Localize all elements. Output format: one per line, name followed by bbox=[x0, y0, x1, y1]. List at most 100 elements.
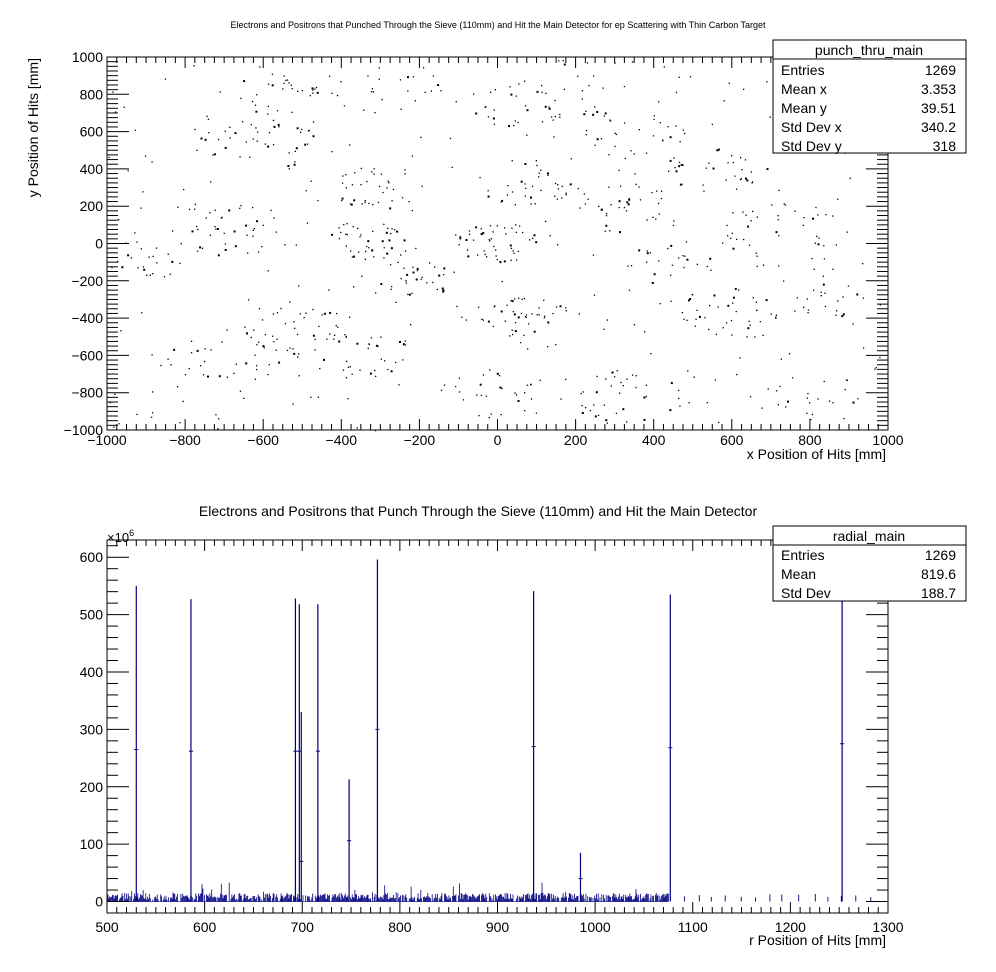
scatter-point-597 bbox=[380, 358, 382, 360]
histogram-x-tick-label: 900 bbox=[486, 919, 510, 935]
scatter-point-160 bbox=[555, 182, 557, 185]
scatter-point-991 bbox=[598, 205, 600, 207]
scatter-point-91 bbox=[519, 225, 521, 227]
scatter-point-94 bbox=[489, 225, 492, 227]
scatter-point-1049 bbox=[554, 116, 556, 118]
scatter-point-32 bbox=[373, 168, 375, 170]
scatter-point-9 bbox=[388, 182, 390, 184]
scatter-point-542 bbox=[775, 231, 778, 234]
scatter-point-292 bbox=[239, 207, 241, 209]
scatter-point-973 bbox=[585, 110, 587, 112]
scatter-point-206 bbox=[493, 123, 495, 125]
scatter-point-830 bbox=[761, 407, 763, 409]
scatter-point-958 bbox=[813, 268, 815, 270]
scatter-point-996 bbox=[682, 255, 684, 257]
scatter-point-133 bbox=[514, 330, 517, 333]
histogram-x-tick-label: 500 bbox=[95, 919, 119, 935]
scatter-point-376 bbox=[630, 150, 632, 152]
scatter-stats-label: Std Dev y bbox=[781, 138, 842, 154]
scatter-point-195 bbox=[475, 112, 478, 115]
scatter-point-138 bbox=[527, 323, 530, 325]
scatter-panel: Electrons and Positrons that Punched Thr… bbox=[25, 20, 967, 462]
scatter-point-740 bbox=[649, 252, 652, 254]
scatter-point-440 bbox=[605, 224, 608, 227]
scatter-point-123 bbox=[504, 320, 506, 322]
histogram-y-tick-label: 200 bbox=[80, 779, 104, 795]
scatter-point-299 bbox=[256, 220, 258, 223]
scatter-y-tick-label: 1000 bbox=[72, 49, 103, 65]
scatter-point-294 bbox=[224, 243, 227, 245]
scatter-point-420 bbox=[585, 407, 587, 409]
scatter-point-839 bbox=[667, 247, 669, 250]
scatter-point-311 bbox=[229, 126, 231, 128]
scatter-point-480 bbox=[673, 157, 675, 159]
scatter-point-21 bbox=[404, 173, 406, 175]
histogram-stats-rows: Entries 1269 Mean 819.6 Std Dev 188.7 bbox=[781, 547, 956, 601]
histogram-x-label: r Position of Hits [mm] bbox=[749, 932, 886, 948]
scatter-point-14 bbox=[361, 203, 363, 205]
scatter-point-449 bbox=[628, 199, 630, 202]
scatter-point-741 bbox=[684, 255, 686, 257]
scatter-point-595 bbox=[387, 368, 389, 371]
scatter-point-254 bbox=[272, 335, 274, 337]
scatter-point-129 bbox=[520, 312, 523, 315]
scatter-point-688 bbox=[820, 291, 822, 293]
scatter-point-846 bbox=[616, 370, 618, 372]
scatter-point-247 bbox=[276, 338, 278, 340]
scatter-point-272 bbox=[253, 227, 255, 230]
scatter-point-529 bbox=[691, 294, 693, 296]
scatter-point-242 bbox=[284, 323, 287, 325]
scatter-point-507 bbox=[765, 299, 768, 302]
scatter-point-928 bbox=[659, 303, 661, 305]
scatter-point-899 bbox=[879, 304, 881, 306]
scatter-point-823 bbox=[759, 321, 761, 323]
scatter-point-182 bbox=[530, 203, 532, 205]
scatter-point-607 bbox=[345, 377, 348, 379]
scatter-point-497 bbox=[696, 309, 698, 311]
scatter-point-580 bbox=[408, 293, 411, 296]
scatter-point-189 bbox=[569, 183, 572, 186]
scatter-point-380 bbox=[653, 115, 655, 117]
scatter-point-851 bbox=[123, 106, 125, 108]
scatter-point-815 bbox=[411, 209, 413, 212]
scatter-point-215 bbox=[526, 109, 529, 112]
scatter-point-658 bbox=[163, 276, 166, 278]
scatter-point-306 bbox=[294, 161, 296, 163]
scatter-point-809 bbox=[788, 353, 791, 355]
scatter-point-391 bbox=[675, 125, 677, 127]
scatter-point-333 bbox=[301, 128, 303, 131]
scatter-point-940 bbox=[775, 390, 778, 392]
scatter-point-861 bbox=[347, 398, 349, 400]
scatter-point-703 bbox=[489, 369, 491, 371]
scatter-point-40 bbox=[360, 234, 362, 236]
scatter-point-109 bbox=[483, 250, 485, 252]
scatter-point-652 bbox=[204, 348, 206, 350]
scatter-point-604 bbox=[356, 342, 359, 345]
scatter-point-394 bbox=[624, 157, 626, 160]
scatter-point-912 bbox=[310, 180, 312, 182]
scatter-point-944 bbox=[113, 426, 115, 428]
scatter-point-249 bbox=[299, 313, 301, 315]
scatter-point-78 bbox=[493, 245, 495, 248]
histogram-x-tick-label: 1000 bbox=[580, 919, 611, 935]
scatter-point-416 bbox=[603, 404, 605, 406]
scatter-point-817 bbox=[306, 222, 309, 224]
scatter-point-163 bbox=[479, 176, 481, 179]
scatter-x-tick-label: −800 bbox=[169, 432, 201, 448]
scatter-point-387 bbox=[638, 129, 640, 131]
scatter-point-622 bbox=[380, 336, 382, 338]
scatter-point-649 bbox=[275, 349, 277, 351]
scatter-point-540 bbox=[731, 232, 733, 234]
scatter-point-414 bbox=[589, 410, 591, 412]
scatter-point-403 bbox=[610, 385, 612, 387]
scatter-point-513 bbox=[713, 294, 716, 297]
scatter-point-951 bbox=[295, 244, 297, 246]
scatter-point-575 bbox=[412, 271, 415, 274]
scatter-point-361 bbox=[316, 91, 319, 94]
scatter-point-981 bbox=[610, 204, 612, 206]
scatter-point-1006 bbox=[151, 161, 153, 163]
scatter-point-405 bbox=[643, 418, 646, 421]
scatter-point-213 bbox=[514, 120, 516, 122]
scatter-point-792 bbox=[832, 402, 834, 404]
scatter-point-845 bbox=[451, 166, 453, 169]
